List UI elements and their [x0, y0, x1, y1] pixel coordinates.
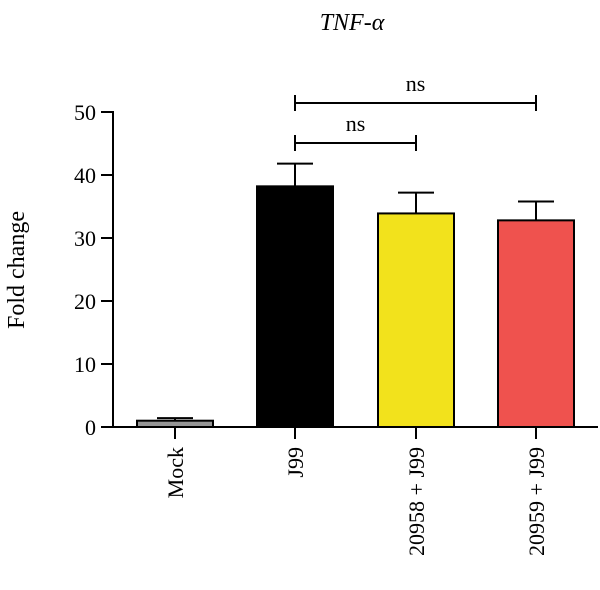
bar-3 — [377, 212, 455, 428]
error-bar-1 — [157, 417, 193, 421]
y-tick-label-40: 40 — [74, 163, 96, 188]
bars — [136, 185, 575, 429]
bar-4 — [497, 219, 575, 428]
y-tick-label-10: 10 — [74, 352, 96, 377]
error-bar-4 — [518, 200, 554, 221]
y-tick-label-0: 0 — [85, 415, 96, 440]
x-category-label-1: Mock — [163, 447, 188, 498]
significance-bracket-1: ns — [294, 71, 537, 111]
error-bar-3 — [398, 191, 434, 214]
x-axis: Mock J99 20958 + J99 20959 + J99 — [113, 426, 598, 556]
y-axis-label: Fold change — [4, 211, 30, 329]
significance-bracket-2: ns — [294, 111, 417, 151]
x-category-label-3: 20958 + J99 — [404, 447, 429, 556]
chart-title: TNF-α — [320, 10, 385, 36]
y-tick-label-50: 50 — [74, 100, 96, 125]
y-tick-label-30: 30 — [74, 226, 96, 251]
error-bars — [157, 162, 554, 421]
bar-2 — [256, 185, 334, 428]
x-category-label-4: 20959 + J99 — [524, 447, 549, 556]
significance-label-1: ns — [406, 71, 426, 96]
x-category-label-2: J99 — [283, 447, 308, 478]
y-axis: 0 10 20 30 40 50 — [74, 100, 114, 440]
significance-label-2: ns — [346, 111, 366, 136]
y-tick-label-20: 20 — [74, 289, 96, 314]
error-bar-2 — [277, 162, 313, 187]
significance-brackets: ns ns — [294, 71, 537, 151]
bar-1 — [136, 419, 214, 429]
